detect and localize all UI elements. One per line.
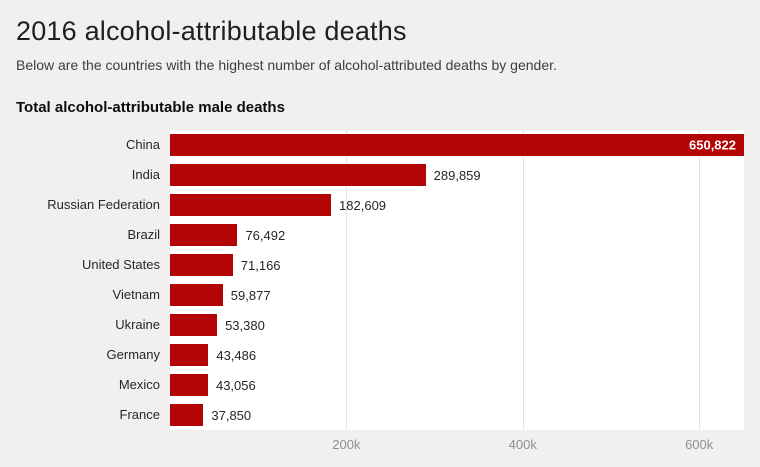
category-label: India [131, 167, 160, 182]
bar [170, 224, 238, 246]
bar-row: 76,492 [170, 220, 744, 250]
category-label: Vietnam [112, 287, 160, 302]
category-label: Brazil [127, 227, 160, 242]
value-label: 289,859 [433, 167, 481, 183]
page-title: 2016 alcohol-attributable deaths [16, 16, 407, 46]
category-label: China [126, 137, 160, 152]
category-label: Ukraine [115, 317, 160, 332]
bar-row: 289,859 [170, 160, 744, 190]
x-tick-label: 400k [508, 437, 537, 452]
bar [170, 404, 204, 426]
value-label: 59,877 [230, 287, 271, 303]
bar [170, 254, 233, 276]
category-label: United States [81, 257, 160, 272]
bar [170, 164, 426, 186]
bar [170, 374, 208, 396]
value-label: 53,380 [225, 317, 265, 333]
category-label: France [119, 407, 160, 422]
bar-chart: China India Russian Federation Brazil United… [16, 130, 744, 430]
chart-title: Total alcohol-attributable male deaths [16, 99, 285, 116]
bar-row: 37,850 [170, 400, 744, 430]
x-tick-label: 200k [332, 437, 361, 452]
category-label: Mexico [118, 377, 160, 392]
bar-row: 43,056 [170, 370, 744, 400]
category-label: Germany [106, 347, 160, 362]
value-label: 76,492 [245, 227, 286, 243]
chart-card: 2016 alcohol-attributable deaths Below a… [16, 16, 744, 456]
bar-row: 182,609 [170, 190, 744, 220]
bar: 650,822 [170, 134, 744, 156]
value-label: 43,056 [215, 377, 256, 393]
bar-row: 59,877 [170, 280, 744, 310]
bar-row: 43,486 [170, 340, 744, 370]
value-label: 182,609 [339, 197, 387, 213]
page-subtitle: Below are the countries with the highest… [16, 57, 557, 73]
bar [170, 194, 332, 216]
value-label: 43,486 [216, 347, 257, 363]
value-label: 37,850 [211, 407, 252, 423]
bar-row: 650,822 [170, 130, 744, 160]
plot-area: 650,822 289,859 182,609 76,492 71,166 59,877 5… [170, 130, 744, 430]
category-label: Russian Federation [47, 197, 160, 212]
bar [170, 344, 209, 366]
bar [170, 284, 223, 306]
value-label: 650,822 [689, 137, 736, 153]
value-label: 71,166 [240, 257, 281, 273]
x-tick-label: 600k [685, 437, 714, 452]
category-labels-column: China India Russian Federation Brazil United… [16, 130, 170, 430]
bar-row: 53,380 [170, 310, 744, 340]
gridline [699, 130, 701, 430]
x-axis: 200k 400k 600k [170, 430, 744, 456]
gridline [346, 130, 348, 430]
bar [170, 314, 218, 336]
bar-row: 71,166 [170, 250, 744, 280]
gridline [522, 130, 524, 430]
